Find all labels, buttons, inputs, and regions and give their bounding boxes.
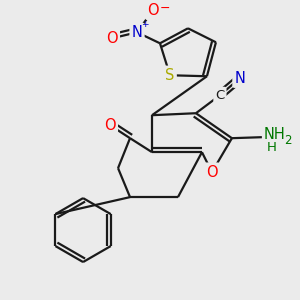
Text: H: H [267,141,277,154]
Text: 2: 2 [284,134,291,147]
Text: N: N [132,25,142,40]
Text: O: O [104,118,116,133]
Text: O: O [147,3,159,18]
Text: O: O [206,165,218,180]
Text: −: − [160,2,170,15]
Text: N: N [235,71,245,86]
Text: O: O [106,31,118,46]
Text: C: C [215,89,224,102]
Text: NH: NH [264,127,286,142]
Text: +: + [141,20,149,29]
Text: S: S [165,68,175,83]
